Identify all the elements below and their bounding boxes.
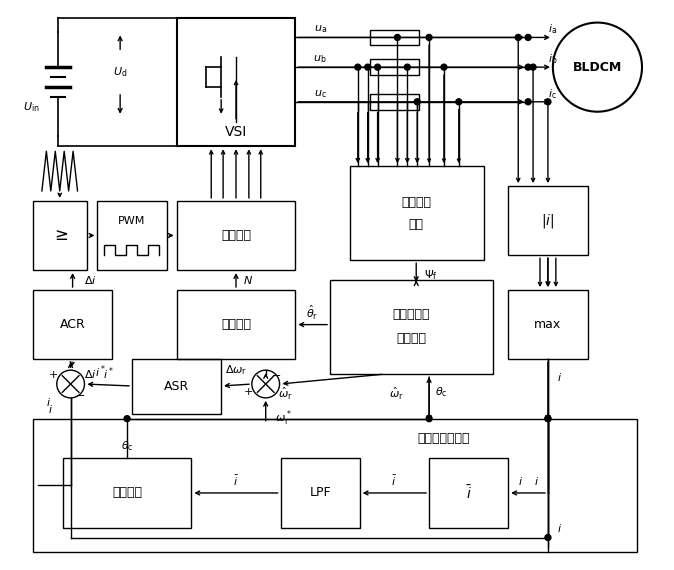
Text: $\hat{\theta}_{\rm r}$: $\hat{\theta}_{\rm r}$	[306, 304, 318, 322]
Text: $i$: $i$	[557, 522, 562, 534]
Text: $i_{\rm a}$: $i_{\rm a}$	[548, 23, 557, 36]
Text: $\bar{i}$: $\bar{i}$	[466, 484, 472, 502]
Text: $\hat{\omega}_{\rm r}$: $\hat{\omega}_{\rm r}$	[389, 386, 404, 402]
Circle shape	[515, 34, 521, 40]
Text: $\Delta i$: $\Delta i$	[84, 368, 97, 380]
Circle shape	[394, 34, 400, 40]
Text: $i^*$: $i^*$	[102, 366, 114, 382]
Text: $i$: $i$	[534, 475, 539, 487]
Text: $\Delta\omega_{\rm r}$: $\Delta\omega_{\rm r}$	[225, 363, 247, 377]
Text: $\Psi_{\rm f}$: $\Psi_{\rm f}$	[424, 268, 438, 282]
Text: $\bar{i}$: $\bar{i}$	[233, 474, 239, 488]
Text: $i$: $i$	[49, 403, 53, 415]
Circle shape	[375, 64, 381, 70]
Circle shape	[426, 416, 432, 422]
Text: $\geq$: $\geq$	[51, 226, 69, 245]
Circle shape	[365, 64, 371, 70]
Text: $+$: $+$	[243, 386, 253, 397]
Text: VSI: VSI	[225, 124, 247, 139]
Text: ACR: ACR	[60, 318, 86, 331]
Text: 转子位置和: 转子位置和	[392, 308, 430, 321]
Circle shape	[124, 416, 130, 422]
Text: $\theta_{\rm c}$: $\theta_{\rm c}$	[121, 439, 133, 453]
Text: 扇区划分: 扇区划分	[221, 318, 251, 331]
Circle shape	[545, 416, 551, 422]
Bar	[369, 59, 419, 75]
Text: max: max	[534, 318, 561, 331]
Bar	[350, 166, 483, 260]
Text: $\Delta i$: $\Delta i$	[84, 274, 97, 286]
Bar	[177, 290, 295, 359]
Text: $i^*$: $i^*$	[95, 364, 106, 380]
Circle shape	[525, 99, 531, 105]
Text: $\theta_{\rm c}$: $\theta_{\rm c}$	[435, 385, 448, 399]
Bar	[33, 201, 88, 270]
Bar	[429, 458, 508, 528]
Text: $i$: $i$	[47, 396, 51, 408]
Circle shape	[545, 99, 551, 105]
Bar	[508, 290, 588, 359]
Bar	[97, 201, 166, 270]
Text: ASR: ASR	[164, 380, 189, 393]
Text: $U_{\rm d}$: $U_{\rm d}$	[113, 65, 127, 79]
Text: 开关逻辑: 开关逻辑	[221, 229, 251, 242]
Text: $i$: $i$	[557, 371, 562, 383]
Bar	[33, 419, 637, 552]
Circle shape	[545, 416, 551, 422]
Text: $u_{\rm a}$: $u_{\rm a}$	[313, 23, 327, 35]
Circle shape	[415, 99, 420, 105]
Bar	[369, 94, 419, 110]
Text: $N$: $N$	[243, 274, 253, 286]
Text: 观测: 观测	[408, 218, 424, 231]
Text: $i_{\rm b}$: $i_{\rm b}$	[548, 52, 557, 66]
Bar	[177, 201, 295, 270]
Text: PWM: PWM	[119, 215, 146, 226]
Text: $i$: $i$	[518, 475, 523, 487]
Bar	[63, 458, 191, 528]
Text: $u_{\rm b}$: $u_{\rm b}$	[313, 54, 327, 65]
Text: $-$: $-$	[270, 369, 280, 379]
Text: $\hat{\omega}_{\rm r}$: $\hat{\omega}_{\rm r}$	[278, 386, 293, 402]
Circle shape	[355, 64, 361, 70]
Text: 转子磁链: 转子磁链	[401, 196, 431, 209]
Circle shape	[426, 34, 432, 40]
Bar	[177, 18, 295, 146]
Text: $\omega_{\rm r}^*$: $\omega_{\rm r}^*$	[275, 409, 292, 429]
Text: BLDCM: BLDCM	[573, 60, 622, 74]
Text: $u_{\rm c}$: $u_{\rm c}$	[314, 88, 327, 100]
Bar	[330, 280, 493, 374]
Bar	[369, 30, 419, 46]
Circle shape	[441, 64, 447, 70]
Text: $-$: $-$	[75, 389, 86, 399]
Text: $U_{\rm in}$: $U_{\rm in}$	[23, 100, 39, 113]
Bar	[33, 290, 112, 359]
Text: LPF: LPF	[309, 486, 331, 499]
Circle shape	[530, 64, 536, 70]
Text: $+$: $+$	[48, 369, 58, 380]
Text: 自寻优换相校正: 自寻优换相校正	[417, 432, 470, 445]
Bar	[132, 359, 221, 414]
Text: 转速估算: 转速估算	[396, 332, 426, 345]
Circle shape	[404, 64, 410, 70]
Circle shape	[545, 535, 551, 540]
Text: $\bar{i}$: $\bar{i}$	[392, 474, 398, 488]
Text: $|i|$: $|i|$	[541, 211, 555, 230]
Circle shape	[456, 99, 462, 105]
Bar	[280, 458, 360, 528]
Circle shape	[525, 34, 531, 40]
Bar	[508, 186, 588, 255]
Text: $i_{\rm c}$: $i_{\rm c}$	[549, 87, 557, 101]
Circle shape	[525, 64, 531, 70]
Text: 寻优算法: 寻优算法	[112, 486, 142, 499]
